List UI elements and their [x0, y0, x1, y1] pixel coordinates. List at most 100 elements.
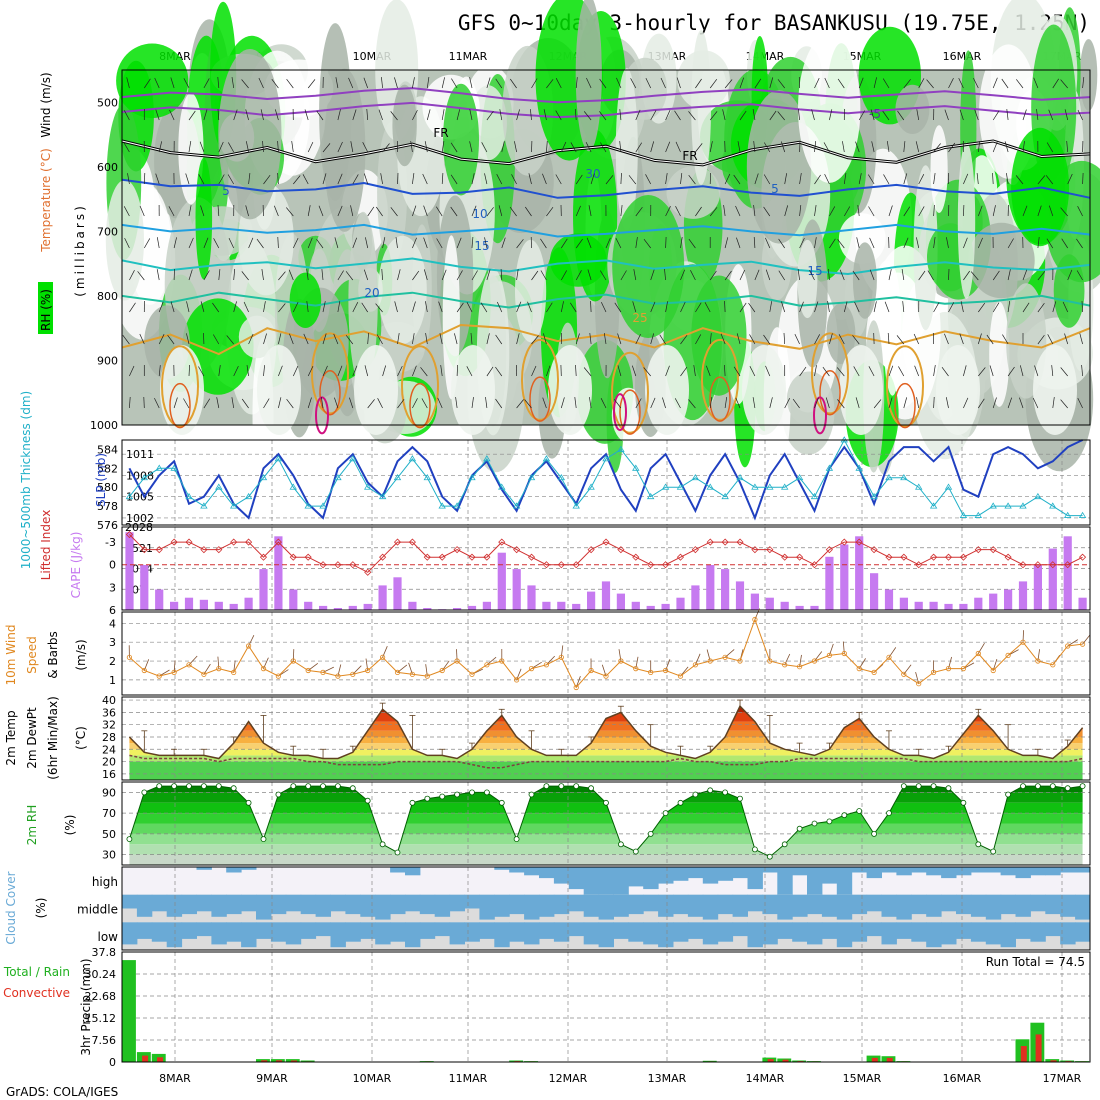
- wind-speed-point: [469, 671, 475, 677]
- thickness-point: [185, 492, 193, 500]
- wind-barb: [248, 333, 254, 345]
- wind-barb: [1037, 205, 1042, 217]
- contour-label: 20: [364, 286, 379, 300]
- wind-barb: [1046, 142, 1054, 153]
- wind-barb: [173, 397, 178, 409]
- thickness-point: [319, 502, 327, 509]
- wind-barb: [278, 397, 282, 409]
- cape-bar: [229, 603, 238, 610]
- cape-bar: [810, 605, 819, 610]
- wind-barb: [749, 366, 756, 377]
- wind-barb: [217, 204, 220, 217]
- wind-barb: [241, 271, 249, 281]
- wind-barb: [412, 110, 418, 121]
- thickness-point: [944, 483, 953, 490]
- wind-barb: [322, 173, 327, 185]
- wind-barb: [173, 237, 177, 249]
- rh-patch: [195, 157, 213, 280]
- rh-patch: [913, 165, 938, 331]
- cloud-cell: [777, 894, 793, 920]
- wind-barb: [546, 365, 551, 377]
- li-point: [810, 561, 819, 569]
- panel-axis-label: 1000~500mb Thickness (dm): [19, 391, 33, 569]
- wind-barb: [501, 237, 506, 249]
- temp-tick: 16: [102, 768, 116, 781]
- cloud-cell: [956, 894, 972, 915]
- rh-point: [245, 799, 252, 806]
- wind-speed-point: [424, 673, 430, 679]
- li-point: [662, 561, 670, 569]
- wind-speed-point: [633, 665, 639, 672]
- wind-barb: [516, 301, 522, 313]
- wind-barb: [739, 77, 745, 89]
- precip-tick: 15.12: [85, 1012, 117, 1025]
- rh-point: [752, 846, 758, 853]
- wind-barb: [753, 141, 756, 153]
- wind-barb: [143, 172, 146, 185]
- cloud-cell: [1060, 922, 1076, 945]
- cloud-cell: [405, 894, 421, 912]
- cape-bar: [721, 569, 730, 610]
- wind-barb: [456, 302, 464, 313]
- li-point: [468, 553, 476, 561]
- wind-barb: [814, 174, 821, 185]
- wind-barb: [688, 174, 696, 185]
- contour-label: 5: [222, 184, 230, 198]
- slp-tick: 1005: [126, 491, 154, 504]
- wind-barb: [620, 205, 623, 217]
- wind-barb: [918, 78, 925, 89]
- slp-line: [128, 439, 1084, 521]
- temp-band: [129, 712, 1083, 722]
- wind-barb: [186, 301, 190, 313]
- wind-barb: [410, 141, 413, 153]
- li-point: [915, 561, 923, 569]
- cape-bar: [1004, 589, 1013, 610]
- li-point: [245, 538, 253, 546]
- cape-bar: [601, 581, 611, 610]
- wind-barb: [288, 269, 294, 281]
- cape-bar: [557, 601, 566, 610]
- wind-barb: [896, 335, 905, 345]
- wind-speed-point: [275, 673, 281, 679]
- wind-barb: [350, 205, 354, 217]
- wind-barb: [963, 270, 970, 281]
- run-total: Run Total = 74.5: [986, 955, 1085, 969]
- wind-barb: [480, 302, 488, 313]
- wind-barb: [188, 110, 196, 121]
- wind-barb: [1007, 269, 1011, 281]
- wind-barb: [780, 141, 786, 153]
- wind-barb: [546, 79, 554, 89]
- rh-patch: [289, 272, 322, 328]
- wind-barb: [365, 237, 369, 249]
- wind-barb: [724, 364, 726, 377]
- panel-axis-label: Lifted Index: [39, 510, 53, 581]
- wind-barb: [944, 333, 949, 345]
- wind-barb: [292, 237, 299, 249]
- cape-bar: [125, 532, 134, 610]
- precip-tick: 22.68: [85, 990, 117, 1003]
- wind-barb: [752, 397, 756, 409]
- cape-bar: [393, 577, 402, 610]
- li-point: [706, 538, 714, 546]
- rh-point: [126, 836, 133, 842]
- wind-barb: [540, 270, 547, 281]
- cape-bar: [676, 597, 685, 610]
- wind-speed-point: [1005, 652, 1011, 659]
- wind-barb: [426, 109, 431, 121]
- wind-barb: [376, 334, 383, 345]
- wind-barb: [450, 142, 458, 153]
- rh-patch: [378, 235, 427, 344]
- cloud-cell: [524, 867, 540, 876]
- rh-point: [737, 795, 743, 802]
- cloud-cell: [241, 922, 257, 948]
- wind-barb: [1034, 365, 1039, 377]
- wind-barb: [1006, 109, 1009, 121]
- precip-convective-bar: [1050, 1060, 1057, 1062]
- wind-barb: [643, 367, 651, 377]
- wind-barb: [709, 141, 713, 153]
- wind-barb: [665, 141, 671, 153]
- wind-barb: [158, 301, 164, 313]
- wind-barb: [650, 333, 655, 345]
- wind-barb: [799, 205, 802, 217]
- cloud-cell: [390, 894, 406, 915]
